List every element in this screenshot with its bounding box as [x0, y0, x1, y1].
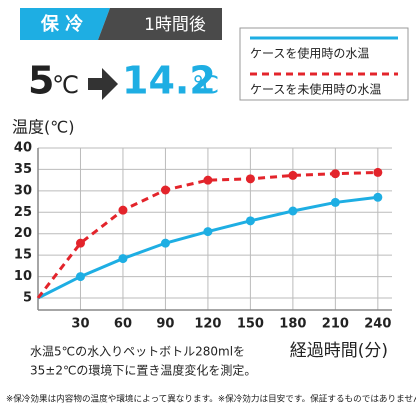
legend-box [239, 27, 409, 101]
x-tick-label: 60 [114, 317, 132, 332]
y-tick-label: 20 [14, 226, 32, 241]
data-point [245, 216, 255, 226]
data-point [330, 169, 340, 179]
x-tick-label: 210 [322, 317, 349, 332]
data-point [160, 185, 170, 195]
y-tick-label: 15 [14, 248, 32, 263]
data-point [203, 227, 213, 237]
y-tick-label: 10 [14, 269, 32, 284]
y-tick-label: 35 [14, 162, 32, 177]
badge-bg [20, 8, 110, 40]
data-point [373, 192, 383, 202]
y-tick-label: 5 [23, 291, 32, 306]
data-point [203, 175, 213, 185]
data-point [288, 170, 298, 180]
method-note: 水温5℃の水入りペットボトル280mlを [30, 345, 245, 359]
data-point [118, 254, 128, 264]
x-tick-label: 120 [194, 317, 221, 332]
badge: 保 冷 [40, 13, 83, 35]
y-axis-label: 温度(℃) [12, 118, 74, 137]
x-tick-label: 150 [237, 317, 264, 332]
period-bg [98, 8, 222, 40]
legend-label: ケースを使用時の水温 [250, 46, 369, 61]
data-point [118, 205, 128, 215]
data-point [160, 238, 170, 248]
series-line [36, 170, 378, 299]
x-tick-label: 180 [279, 317, 306, 332]
method-note: 35±2℃の環境下に置き温度変化を測定。 [30, 363, 256, 378]
temp-unit: ℃ [52, 71, 79, 99]
x-tick-label: 240 [364, 317, 391, 332]
data-point [75, 238, 85, 248]
x-tick-label: 30 [71, 317, 89, 332]
data-point [245, 174, 255, 184]
y-tick-label: 30 [14, 183, 32, 198]
x-tick-label: 90 [156, 317, 174, 332]
data-point [373, 167, 383, 177]
temp-unit: ℃ [192, 71, 219, 99]
data-point [288, 206, 298, 216]
temp-to: 14.2 [122, 59, 216, 103]
y-tick-label: 25 [14, 205, 32, 220]
temp-from: 5 [28, 59, 54, 103]
arrow [88, 68, 118, 100]
y-tick-label: 40 [14, 141, 32, 156]
disclaimer: ※保冷効果は内容物の温度や環境によって異なります。※保冷効力は目安です。保証する… [6, 393, 416, 405]
period: 1時間後 [144, 15, 206, 35]
data-point [330, 197, 340, 207]
x-axis-label: 経過時間(分) [290, 341, 388, 361]
data-point [75, 272, 85, 282]
legend-label: ケースを未使用時の水温 [250, 82, 381, 97]
